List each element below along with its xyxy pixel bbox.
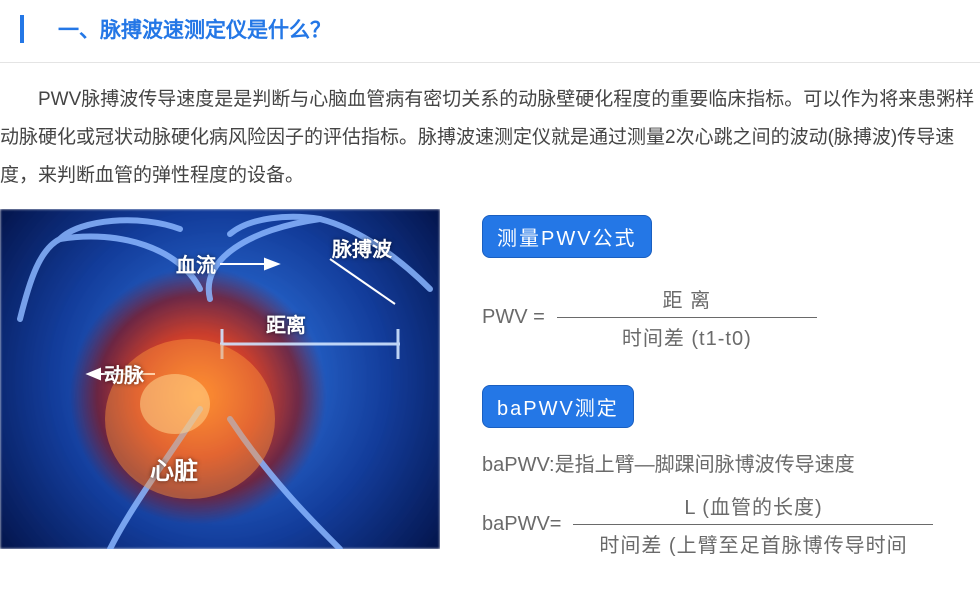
heading-text: 一、脉搏波速测定仪是什么？	[58, 14, 331, 44]
pwv-fraction: 距 离 时间差 (t1-t0)	[557, 280, 817, 355]
bapwv-description: baPWV:是指上臂—脚踝间脉博波传导速度	[482, 448, 980, 477]
label-pulse-wave: 脉搏波	[332, 233, 392, 262]
intro-paragraph: PWV脉搏波传导速度是是判断与心脑血管病有密切关系的动脉壁硬化程度的重要临床指标…	[0, 63, 980, 209]
formula-bapwv: baPWV= L (血管的长度) 时间差 (上臂至足首脉博传导时间	[482, 487, 980, 562]
formula-pwv: PWV = 距 离 时间差 (t1-t0)	[482, 280, 980, 355]
formula-column: 测量PWV公式 PWV = 距 离 时间差 (t1-t0) baPWV测定 ba…	[440, 209, 980, 592]
bapwv-fraction: L (血管的长度) 时间差 (上臂至足首脉博传导时间	[573, 487, 933, 562]
badge-bapwv: baPWV测定	[482, 385, 634, 428]
pwv-denominator: 时间差 (t1-t0)	[612, 318, 762, 355]
heart-diagram: 血流 脉搏波 距离 动脉 心脏	[0, 209, 440, 549]
bapwv-denominator: 时间差 (上臂至足首脉博传导时间	[589, 525, 917, 562]
content-row: 血流 脉搏波 距离 动脉 心脏 测量PWV公式 PWV = 距 离 时间差 (t…	[0, 209, 980, 592]
label-blood-flow: 血流	[176, 249, 216, 278]
badge-pwv-formula: 测量PWV公式	[482, 215, 652, 258]
heading-accent-bar	[20, 15, 24, 43]
bapwv-lhs: baPWV=	[482, 513, 561, 536]
label-distance: 距离	[266, 309, 306, 338]
section-heading: 一、脉搏波速测定仪是什么？	[0, 0, 980, 62]
bapwv-numerator: L (血管的长度)	[674, 487, 832, 524]
pwv-numerator: 距 离	[653, 280, 722, 317]
pwv-lhs: PWV =	[482, 306, 545, 329]
label-heart: 心脏	[150, 451, 198, 486]
label-artery: 动脉	[104, 359, 144, 388]
